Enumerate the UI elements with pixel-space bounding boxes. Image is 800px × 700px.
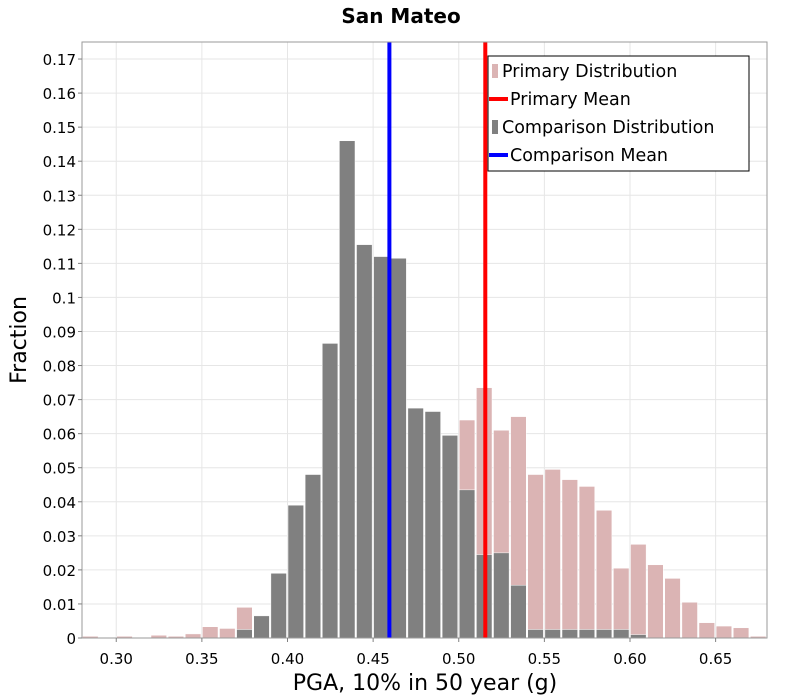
- y-tick-label: 0.11: [43, 255, 76, 273]
- primary-distribution-bar: [630, 544, 647, 639]
- comparison-distribution-bar: [561, 629, 578, 639]
- primary-distribution-bar: [715, 625, 732, 639]
- legend-swatch-primary-distribution: [492, 64, 498, 78]
- x-tick-label: 0.60: [613, 650, 646, 668]
- y-tick-label: 0.16: [43, 85, 76, 103]
- y-tick-label: 0.14: [43, 153, 76, 171]
- comparison-distribution-bar: [510, 584, 527, 639]
- primary-distribution-bar: [733, 627, 750, 639]
- legend-label-primary-distribution: Primary Distribution: [502, 62, 677, 82]
- chart-title: San Mateo: [341, 4, 460, 28]
- primary-distribution-bar: [185, 633, 202, 639]
- primary-distribution-bar: [647, 564, 664, 639]
- y-tick-label: 0.1: [52, 289, 76, 307]
- comparison-distribution-bar: [441, 435, 458, 639]
- x-tick-label: 0.40: [271, 650, 304, 668]
- comparison-distribution-bar: [630, 634, 647, 639]
- legend-swatch-comparison-distribution: [492, 120, 498, 134]
- legend-label-comparison-distribution: Comparison Distribution: [502, 118, 714, 138]
- primary-distribution-bar: [561, 479, 578, 639]
- x-tick-label: 0.50: [442, 650, 475, 668]
- primary-distribution-bar: [681, 601, 698, 639]
- comparison-distribution-bar: [527, 629, 544, 639]
- primary-distribution-bar: [664, 578, 681, 639]
- legend-label-comparison-mean: Comparison Mean: [510, 146, 668, 166]
- y-tick-label: 0.08: [43, 358, 76, 376]
- primary-distribution-bar: [596, 510, 613, 639]
- comparison-distribution-bar: [270, 573, 287, 639]
- y-tick-label: 0.05: [43, 460, 76, 478]
- comparison-distribution-bar: [253, 615, 270, 639]
- comparison-distribution-bar: [544, 629, 561, 639]
- legend-box: [487, 55, 750, 172]
- x-tick-label: 0.35: [185, 650, 218, 668]
- comparison-distribution-bar: [493, 552, 510, 639]
- y-axis-ticks: 0 0.01 0.02 0.03 0.04 0.05 0.06 0.07 0.08 0.09 0.1…: [43, 51, 82, 648]
- primary-distribution-bar: [202, 626, 219, 639]
- comparison-distribution-bar: [236, 629, 253, 639]
- y-axis-label: Fraction: [7, 296, 32, 384]
- legend: Primary Distribution Primary Mean Comparis…: [487, 55, 750, 172]
- mean-lines: [387, 42, 488, 638]
- comparison-distribution-bar: [356, 244, 373, 639]
- comparison-distribution-bar: [596, 629, 613, 639]
- y-tick-label: 0.04: [43, 494, 76, 512]
- comparison-distribution-bar: [578, 629, 595, 639]
- comparison-distribution-bar: [390, 258, 407, 639]
- legend-label-primary-mean: Primary Mean: [510, 90, 631, 110]
- comparison-distribution-bar: [322, 343, 339, 639]
- y-tick-label: 0: [66, 630, 76, 648]
- primary-distribution-bar: [527, 474, 544, 639]
- comparison-distribution-bar: [459, 489, 476, 639]
- x-tick-label: 0.45: [356, 650, 389, 668]
- y-tick-label: 0.07: [43, 392, 76, 410]
- primary-distribution-bar: [544, 469, 561, 639]
- y-tick-label: 0.12: [43, 221, 76, 239]
- y-tick-label: 0.01: [43, 596, 76, 614]
- primary-distribution-bar: [698, 622, 715, 639]
- y-tick-label: 0.06: [43, 426, 76, 444]
- y-tick-label: 0.17: [43, 51, 76, 69]
- x-tick-label: 0.65: [699, 650, 732, 668]
- comparison-distribution-bar: [424, 411, 441, 639]
- comparison-distribution-bar: [304, 474, 321, 639]
- y-tick-label: 0.09: [43, 323, 76, 341]
- comparison-distribution-bar: [407, 407, 424, 639]
- y-tick-label: 0.15: [43, 119, 76, 137]
- plot-area-frame: [81, 41, 768, 639]
- y-tick-label: 0.02: [43, 562, 76, 580]
- primary-distribution-bar: [578, 486, 595, 639]
- x-axis-label: PGA, 10% in 50 year (g): [293, 671, 557, 696]
- y-tick-label: 0.13: [43, 187, 76, 205]
- comparison-distribution-bar: [339, 140, 356, 639]
- histogram-bars: [82, 140, 767, 639]
- primary-distribution-bar: [613, 567, 630, 639]
- x-axis-ticks: 0.30 0.35 0.40 0.45 0.50 0.55 0.60 0.65: [100, 638, 732, 668]
- comparison-distribution-bar: [287, 504, 304, 639]
- y-tick-label: 0.03: [43, 528, 76, 546]
- comparison-distribution-bar: [613, 629, 630, 639]
- primary-distribution-bar: [219, 628, 236, 639]
- x-tick-label: 0.55: [528, 650, 561, 668]
- comparison-distribution-bar: [373, 256, 390, 639]
- x-tick-label: 0.30: [100, 650, 133, 668]
- grid: [82, 42, 767, 639]
